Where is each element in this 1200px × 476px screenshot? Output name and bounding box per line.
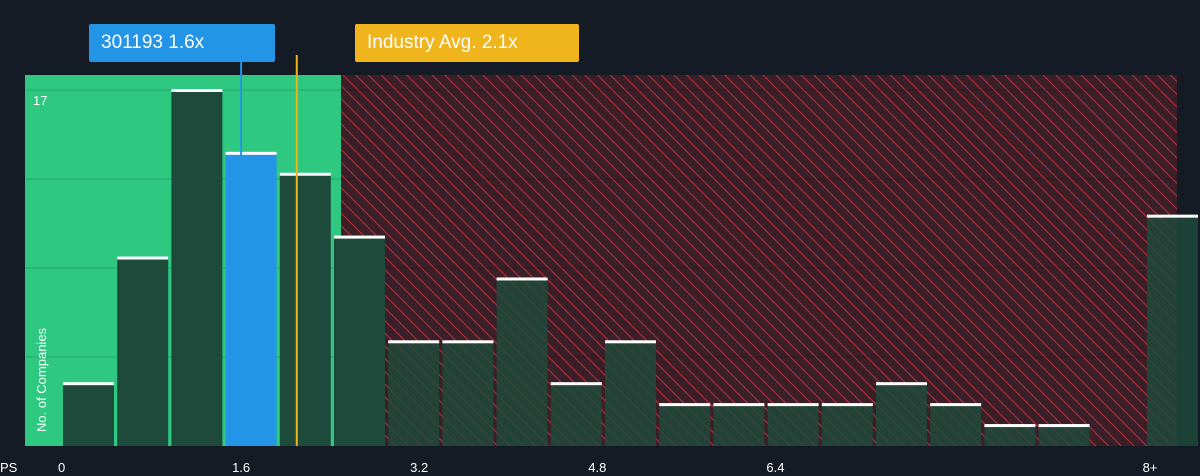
bar-cap — [767, 403, 819, 407]
bar — [1147, 215, 1198, 446]
bar — [442, 341, 494, 446]
x-tick-label: 6.4 — [766, 460, 784, 475]
bar-cap — [550, 382, 602, 386]
bar — [821, 404, 873, 446]
bar-cap — [117, 256, 169, 260]
bar-cap — [334, 235, 385, 239]
bar-cap — [930, 403, 982, 407]
x-tick-label: 3.2 — [410, 460, 428, 475]
bar-cap — [605, 340, 656, 344]
bar — [930, 404, 982, 446]
bar-cap — [713, 403, 765, 407]
bar — [279, 173, 331, 446]
bar-cap — [1038, 424, 1090, 428]
bar-cap — [171, 89, 223, 92]
bar-cap — [1147, 214, 1198, 218]
bar-cap — [279, 172, 331, 176]
bar — [496, 278, 548, 446]
bar-cap — [63, 382, 114, 386]
bar — [984, 425, 1036, 446]
bar — [63, 383, 114, 446]
bar — [767, 404, 819, 446]
bar-cap — [225, 151, 277, 155]
bar — [550, 383, 602, 446]
x-tick-label: 4.8 — [588, 460, 606, 475]
bar — [713, 404, 765, 446]
x-tick-label: 8+ — [1143, 460, 1158, 475]
y-tick-max: 17 — [33, 93, 47, 108]
bar — [1038, 425, 1090, 446]
bar — [225, 152, 277, 446]
bar-cap — [876, 382, 927, 386]
bar — [876, 383, 927, 446]
bar-cap — [821, 403, 873, 407]
bar-cap — [984, 424, 1036, 428]
y-axis-title: No. of Companies — [34, 327, 49, 432]
bar — [388, 341, 440, 446]
company-ps-callout: 301193 1.6x — [89, 24, 275, 62]
bar-cap — [659, 403, 711, 407]
x-tick-label: 1.6 — [232, 460, 250, 475]
industry-average-callout: Industry Avg. 2.1x — [355, 24, 579, 62]
x-tick-label: 0 — [58, 460, 65, 475]
bars — [63, 89, 1198, 446]
bar — [334, 236, 385, 446]
bar — [659, 404, 711, 446]
bar — [605, 341, 656, 446]
bar — [117, 257, 169, 446]
bar-cap — [388, 340, 440, 344]
bar-cap — [496, 277, 548, 281]
x-tick-labels: 0 1.6 3.2 4.8 6.4 8+ — [58, 460, 1157, 475]
bar — [171, 90, 223, 446]
x-axis-title: PS — [0, 460, 18, 475]
bar-cap — [442, 340, 494, 344]
